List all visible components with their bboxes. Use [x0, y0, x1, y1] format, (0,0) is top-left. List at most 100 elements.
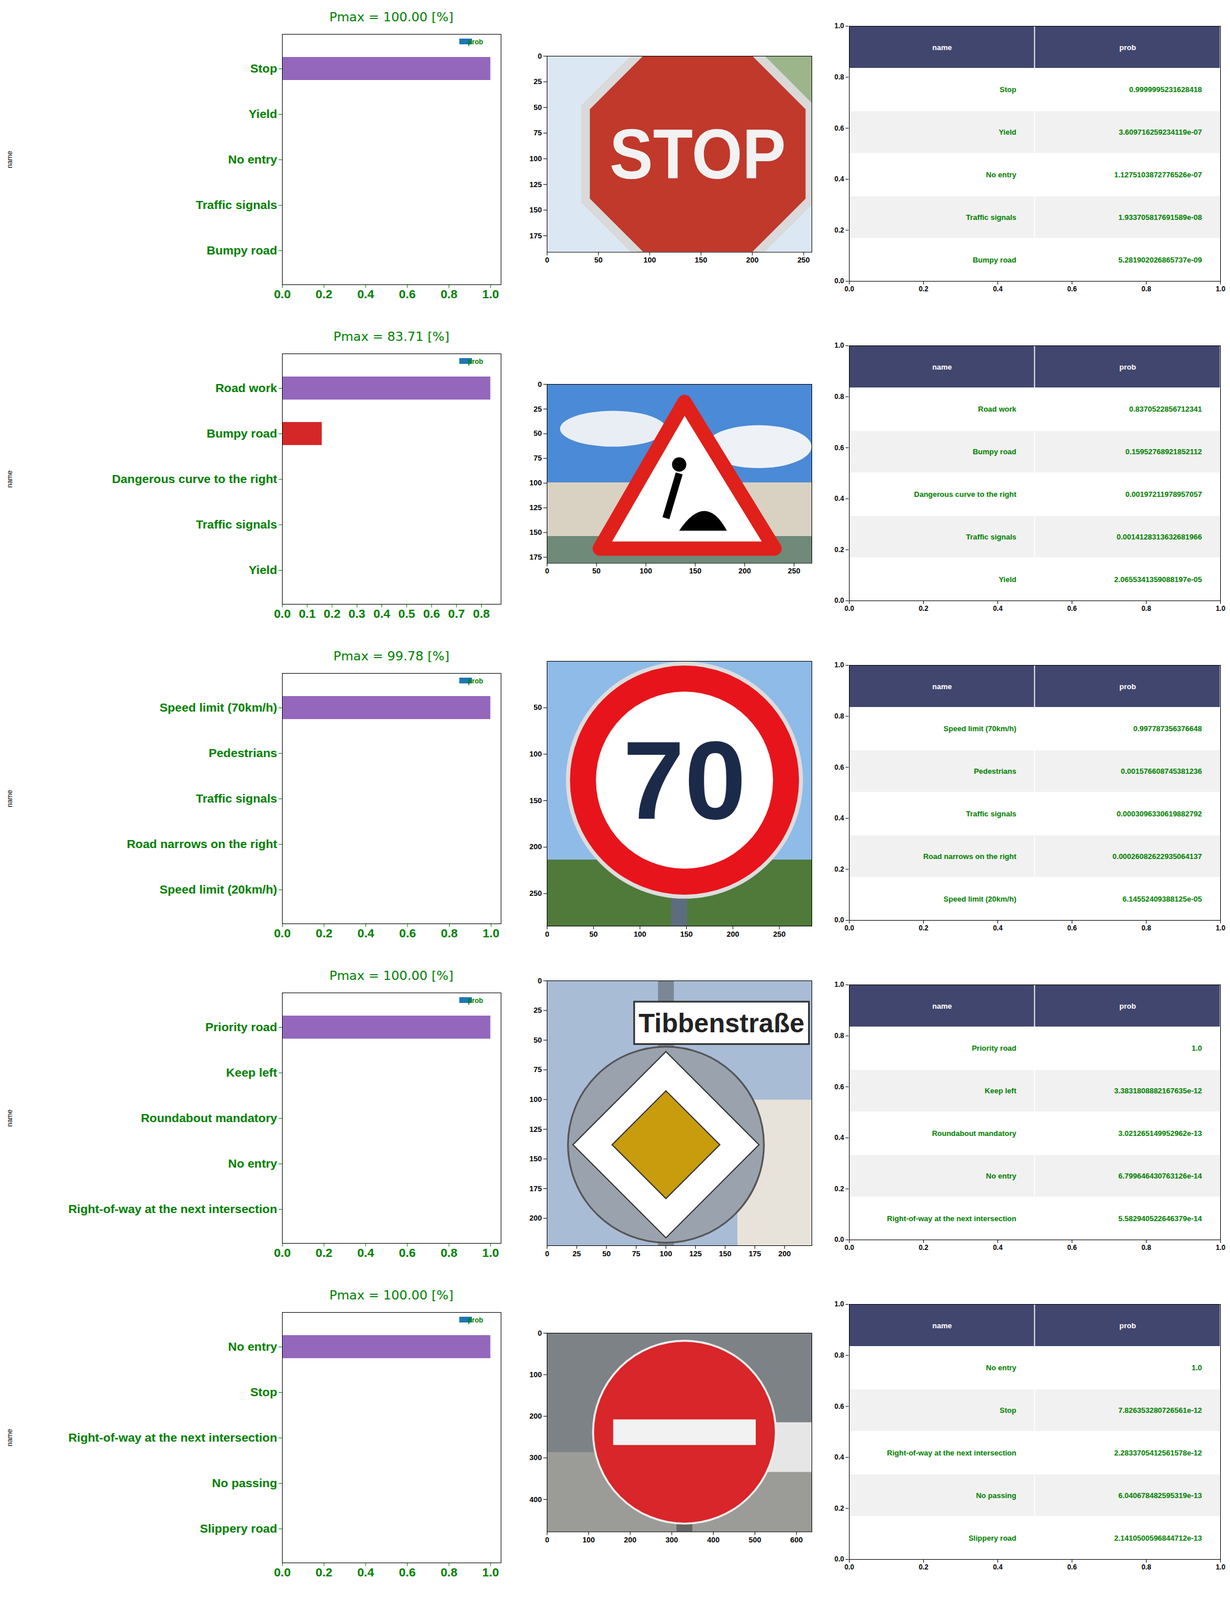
svg-text:0.4: 0.4: [992, 284, 1003, 293]
svg-text:0.4: 0.4: [992, 1243, 1003, 1252]
svg-text:Speed limit (20km/h): Speed limit (20km/h): [943, 893, 1016, 903]
svg-text:Traffic signals: Traffic signals: [965, 212, 1016, 222]
svg-text:25: 25: [533, 77, 542, 86]
svg-text:0.2: 0.2: [918, 923, 929, 932]
svg-text:0.7: 0.7: [448, 606, 466, 620]
svg-text:Right-of-way at the next inter: Right-of-way at the next intersection: [68, 1201, 278, 1216]
svg-text:3.3831808882167635e-12: 3.3831808882167635e-12: [1114, 1086, 1203, 1095]
svg-text:0.4: 0.4: [834, 1452, 845, 1461]
svg-text:0.5: 0.5: [398, 606, 416, 620]
svg-text:0.6: 0.6: [834, 1401, 845, 1410]
svg-text:Yield: Yield: [248, 107, 277, 121]
svg-text:3.021265149952962e-13: 3.021265149952962e-13: [1118, 1128, 1202, 1138]
svg-text:name: name: [5, 469, 14, 487]
svg-text:0.8: 0.8: [1141, 604, 1152, 613]
svg-text:200: 200: [745, 255, 759, 265]
svg-text:0.0: 0.0: [273, 287, 291, 301]
svg-text:Road narrows on the right: Road narrows on the right: [923, 851, 1017, 860]
svg-text:0.0: 0.0: [273, 606, 291, 620]
svg-text:0.4: 0.4: [357, 1564, 375, 1579]
svg-text:250: 250: [529, 888, 543, 898]
svg-text:Roundabout mandatory: Roundabout mandatory: [931, 1128, 1017, 1138]
svg-text:No entry: No entry: [985, 170, 1018, 180]
svg-text:0.4: 0.4: [834, 174, 845, 184]
svg-text:0.2: 0.2: [323, 606, 341, 620]
svg-text:100: 100: [633, 928, 647, 938]
svg-text:0: 0: [537, 51, 542, 61]
svg-text:125: 125: [529, 503, 543, 512]
svg-text:0.8: 0.8: [1141, 923, 1152, 932]
svg-text:0.001576608745381236: 0.001576608745381236: [1120, 766, 1202, 776]
svg-text:0.0: 0.0: [273, 926, 291, 940]
svg-text:Keep left: Keep left: [984, 1086, 1018, 1095]
svg-text:200: 200: [529, 842, 543, 851]
svg-text:200: 200: [738, 566, 752, 576]
svg-text:100: 100: [529, 478, 543, 487]
svg-text:0.0: 0.0: [844, 284, 855, 293]
svg-text:200: 200: [529, 1411, 543, 1420]
svg-text:200: 200: [778, 1248, 791, 1258]
svg-text:Priority road: Priority road: [971, 1043, 1016, 1053]
svg-text:prob: prob: [1119, 681, 1137, 691]
svg-text:0.0: 0.0: [844, 1243, 855, 1252]
svg-text:Traffic signals: Traffic signals: [195, 517, 277, 531]
svg-text:25: 25: [572, 1248, 581, 1258]
svg-text:100: 100: [639, 566, 653, 576]
svg-text:0.8370522856712341: 0.8370522856712341: [1129, 404, 1203, 414]
svg-text:0.0: 0.0: [834, 1554, 845, 1563]
svg-text:2.1410500596844712e-13: 2.1410500596844712e-13: [1114, 1532, 1203, 1542]
svg-text:Traffic signals: Traffic signals: [195, 791, 277, 805]
svg-text:50: 50: [533, 429, 542, 439]
svg-text:No passing: No passing: [976, 1490, 1017, 1499]
svg-text:1.0: 1.0: [1191, 1043, 1202, 1053]
svg-text:1.0: 1.0: [1215, 1243, 1226, 1252]
svg-text:Bumpy road: Bumpy road: [972, 254, 1017, 264]
svg-text:Road work: Road work: [977, 404, 1017, 414]
svg-text:0.8: 0.8: [440, 926, 459, 940]
svg-text:150: 150: [680, 928, 693, 938]
svg-text:200: 200: [726, 928, 740, 938]
svg-text:name: name: [5, 1108, 14, 1126]
svg-text:100: 100: [529, 749, 543, 759]
svg-text:1.0: 1.0: [482, 926, 500, 940]
svg-text:0.8: 0.8: [834, 711, 845, 720]
svg-text:0.1: 0.1: [298, 606, 316, 620]
svg-text:0.6: 0.6: [1067, 284, 1077, 293]
svg-text:1.0: 1.0: [482, 1564, 500, 1579]
svg-text:0.2: 0.2: [918, 1562, 929, 1571]
svg-text:200: 200: [529, 1213, 543, 1222]
svg-text:0.6: 0.6: [834, 1082, 845, 1091]
svg-text:50: 50: [533, 702, 542, 712]
svg-text:100: 100: [529, 1094, 543, 1103]
svg-text:prob: prob: [1119, 362, 1137, 371]
svg-text:2.2833705412561578e-12: 2.2833705412561578e-12: [1114, 1448, 1203, 1457]
svg-text:300: 300: [665, 1535, 679, 1544]
svg-text:0.4: 0.4: [357, 287, 375, 301]
svg-text:0.997787356376648: 0.997787356376648: [1133, 724, 1202, 733]
svg-text:1.0: 1.0: [1191, 1362, 1202, 1372]
svg-text:0.8: 0.8: [834, 1350, 845, 1359]
svg-text:0: 0: [545, 1535, 550, 1544]
svg-text:Priority road: Priority road: [205, 1019, 278, 1034]
svg-text:75: 75: [533, 1064, 542, 1074]
svg-text:Yield: Yield: [998, 127, 1017, 137]
svg-text:Bumpy road: Bumpy road: [972, 447, 1017, 456]
svg-text:150: 150: [529, 795, 543, 805]
svg-text:150: 150: [529, 527, 543, 537]
svg-text:No entry: No entry: [985, 1170, 1018, 1180]
svg-text:0.0: 0.0: [834, 1235, 845, 1244]
svg-text:0.6: 0.6: [1067, 604, 1077, 613]
svg-text:name: name: [5, 789, 14, 807]
svg-text:Speed limit (70km/h): Speed limit (70km/h): [943, 724, 1016, 733]
svg-text:Pedestrians: Pedestrians: [208, 745, 277, 760]
svg-text:0.00026082622935064137: 0.00026082622935064137: [1112, 851, 1202, 860]
svg-text:Traffic signals: Traffic signals: [965, 531, 1016, 541]
svg-text:prob: prob: [467, 357, 484, 366]
svg-text:Bumpy road: Bumpy road: [206, 426, 278, 440]
svg-text:0.8: 0.8: [1141, 1562, 1152, 1571]
svg-text:0.8: 0.8: [1141, 1243, 1152, 1252]
svg-text:0.8: 0.8: [440, 287, 458, 301]
svg-text:0.8: 0.8: [440, 1564, 458, 1579]
svg-text:prob: prob: [467, 676, 484, 685]
svg-text:6.14552409388125e-05: 6.14552409388125e-05: [1122, 893, 1202, 903]
